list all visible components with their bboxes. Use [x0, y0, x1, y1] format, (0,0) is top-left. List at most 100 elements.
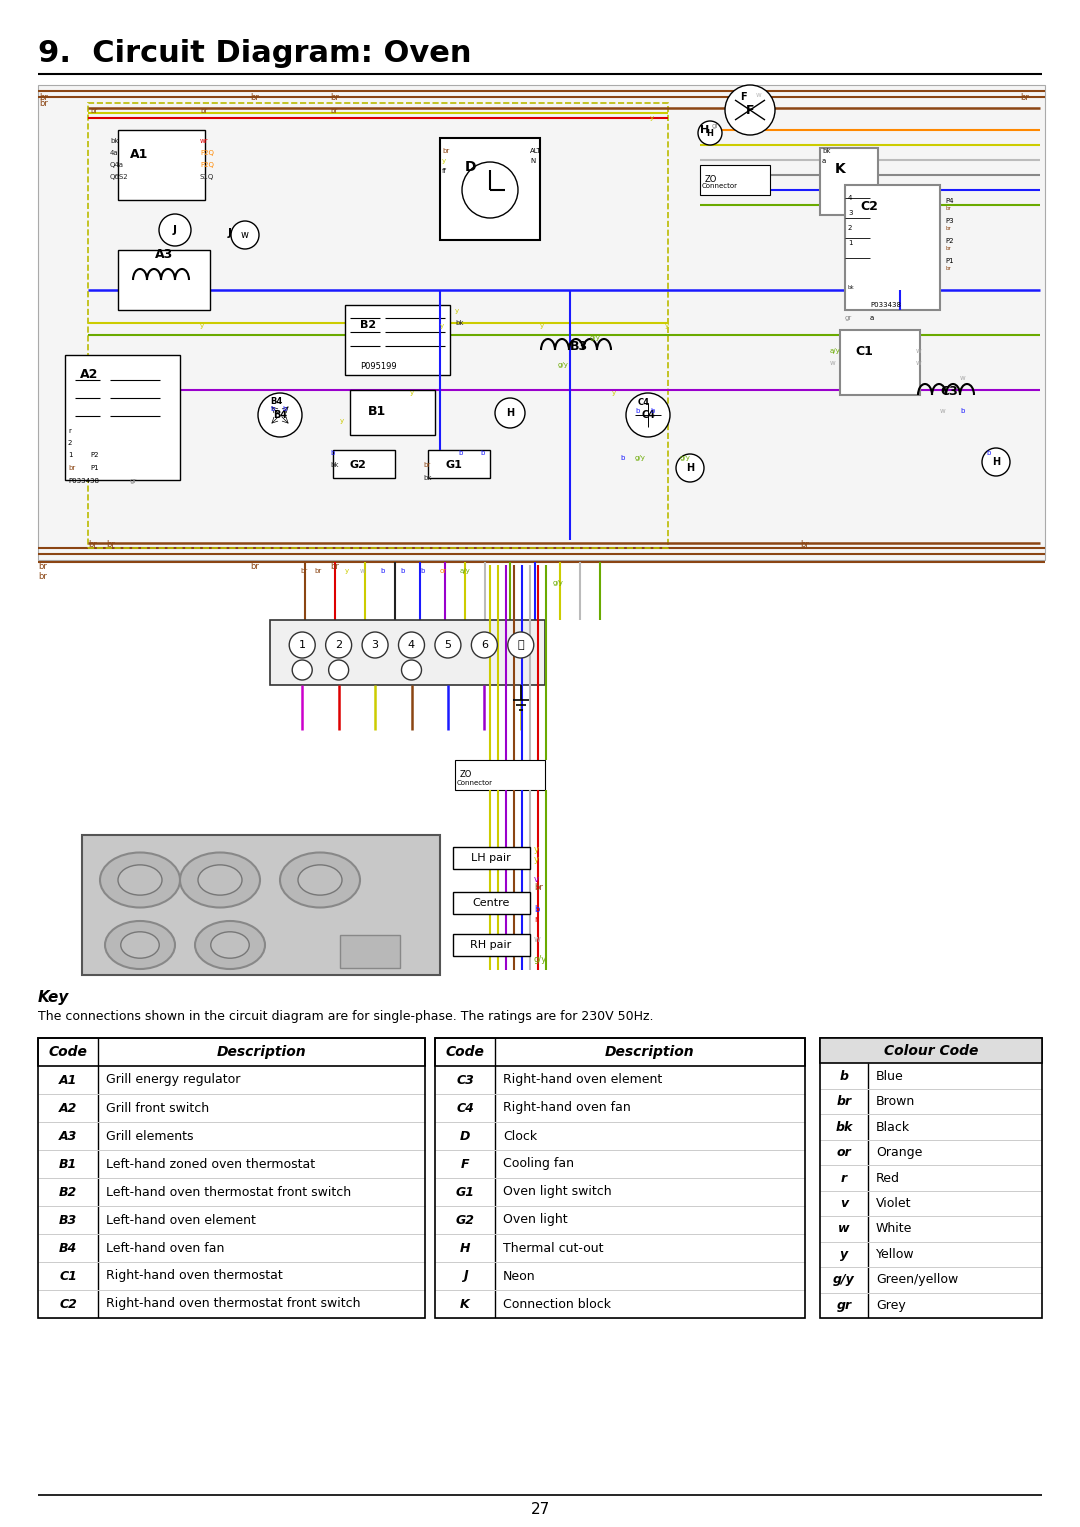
Circle shape [676, 454, 704, 483]
Bar [65, 354, 180, 479]
Text: P033438: P033438 [870, 302, 901, 308]
Text: K: K [835, 162, 846, 176]
Text: 3: 3 [848, 211, 852, 215]
Text: y: y [410, 389, 414, 395]
Text: 2: 2 [335, 640, 342, 651]
Bar [345, 305, 450, 376]
Text: bk: bk [455, 321, 463, 325]
Text: A2: A2 [80, 368, 98, 382]
Text: Description: Description [605, 1044, 694, 1060]
Text: g/y: g/y [558, 362, 569, 368]
Text: P2: P2 [90, 452, 98, 458]
Text: C4: C4 [638, 399, 650, 408]
Text: C4: C4 [456, 1101, 474, 1115]
Text: a/y: a/y [460, 568, 471, 574]
Text: Grey: Grey [876, 1299, 906, 1312]
Text: g/y: g/y [534, 954, 548, 964]
Text: bk: bk [822, 148, 831, 154]
Text: B1: B1 [368, 405, 387, 418]
Text: P1: P1 [945, 258, 954, 264]
Text: or: or [440, 568, 447, 574]
Text: gr: gr [836, 1299, 851, 1312]
Text: A1: A1 [58, 1073, 77, 1087]
Text: ZO: ZO [705, 176, 717, 183]
Text: Code: Code [49, 1044, 87, 1060]
Text: y: y [665, 324, 670, 328]
Text: bk: bk [848, 286, 854, 290]
Text: b: b [480, 450, 484, 457]
Ellipse shape [121, 931, 159, 959]
Text: b: b [839, 1070, 849, 1083]
Text: y: y [340, 418, 345, 425]
Text: a/y: a/y [831, 348, 840, 354]
Text: C3: C3 [940, 385, 958, 399]
Text: B4: B4 [59, 1241, 77, 1255]
Text: y: y [650, 115, 654, 121]
Text: A1: A1 [130, 148, 148, 160]
Text: g/y: g/y [833, 1274, 855, 1286]
Text: br: br [39, 99, 48, 108]
Text: F: F [461, 1157, 469, 1171]
Circle shape [982, 447, 1010, 476]
Text: br: br [68, 466, 76, 470]
Text: Connector: Connector [702, 183, 738, 189]
Bar [453, 935, 530, 956]
Text: b: b [650, 408, 654, 414]
Text: Grill elements: Grill elements [106, 1130, 193, 1142]
Text: Left-hand oven fan: Left-hand oven fan [106, 1241, 225, 1255]
Text: b: b [534, 906, 539, 915]
Text: Thermal cut-out: Thermal cut-out [503, 1241, 604, 1255]
Text: w: w [756, 92, 761, 98]
Text: 27: 27 [530, 1503, 550, 1518]
Text: C2: C2 [59, 1298, 77, 1310]
Text: 4: 4 [408, 640, 415, 651]
Text: b: b [270, 406, 274, 412]
Text: bk: bk [330, 463, 338, 467]
Text: y: y [442, 157, 446, 163]
Bar [820, 1038, 1042, 1063]
Text: Code: Code [446, 1044, 485, 1060]
Circle shape [328, 660, 349, 680]
Text: B2: B2 [360, 321, 376, 330]
Text: y: y [440, 324, 444, 328]
Ellipse shape [105, 921, 175, 970]
Text: br: br [249, 93, 259, 102]
Text: B2: B2 [59, 1185, 77, 1199]
Text: Oven light switch: Oven light switch [503, 1185, 611, 1199]
Text: b: b [420, 568, 424, 574]
Bar [38, 86, 1045, 560]
Text: Yellow: Yellow [876, 1248, 915, 1261]
Bar [435, 1038, 805, 1318]
Circle shape [326, 632, 352, 658]
Text: C1: C1 [855, 345, 873, 357]
Circle shape [471, 632, 498, 658]
Text: H: H [505, 408, 514, 418]
Text: v: v [534, 875, 539, 884]
Text: P1: P1 [90, 466, 98, 470]
Circle shape [258, 392, 302, 437]
Text: b: b [458, 450, 462, 457]
Text: 2: 2 [68, 440, 72, 446]
Text: br: br [38, 573, 46, 580]
Text: Left-hand oven element: Left-hand oven element [106, 1214, 256, 1226]
Text: b: b [400, 568, 404, 574]
Text: Left-hand oven thermostat front switch: Left-hand oven thermostat front switch [106, 1185, 351, 1199]
Text: C1: C1 [59, 1269, 77, 1283]
Text: Red: Red [876, 1171, 900, 1185]
Circle shape [402, 660, 421, 680]
Text: N: N [530, 157, 536, 163]
Text: RH pair: RH pair [471, 941, 512, 950]
Text: br: br [945, 206, 950, 211]
Text: br: br [249, 562, 259, 571]
Text: w: w [916, 348, 921, 354]
Text: a: a [822, 157, 826, 163]
Text: b: b [330, 450, 335, 457]
Text: w: w [960, 376, 966, 382]
Text: Right-hand oven thermostat: Right-hand oven thermostat [106, 1269, 283, 1283]
Text: r: r [534, 915, 538, 924]
Text: b: b [620, 455, 624, 461]
Circle shape [626, 392, 670, 437]
Text: y: y [200, 324, 204, 328]
Bar [845, 185, 940, 310]
Text: J: J [462, 1269, 468, 1283]
